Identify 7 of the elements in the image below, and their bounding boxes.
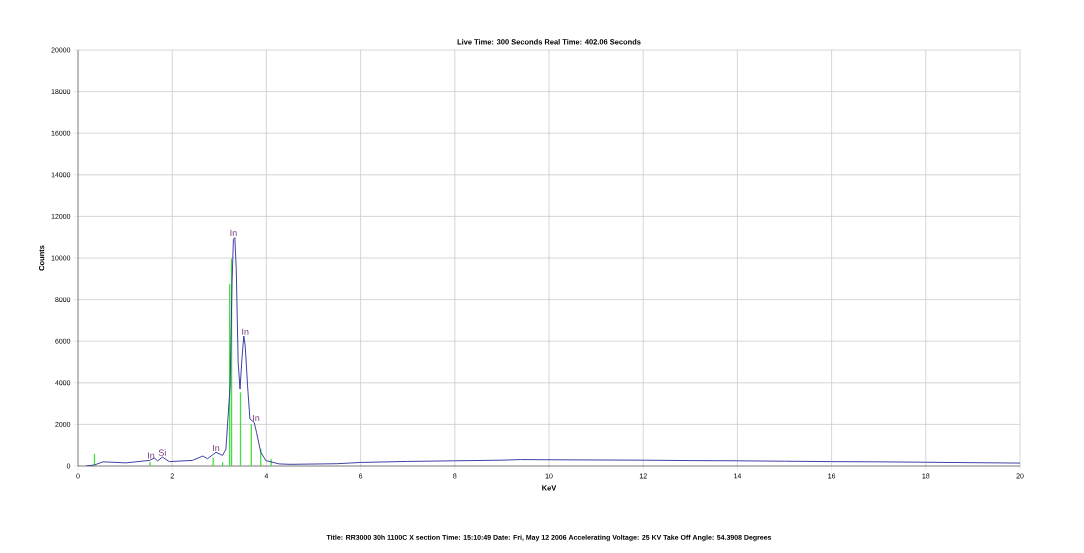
line-series — [85, 237, 1021, 466]
annotation: In — [230, 229, 237, 236]
annotation: In — [148, 452, 155, 459]
annotation: In — [253, 414, 260, 422]
annotation: In — [213, 444, 220, 452]
annotation: Si — [158, 449, 166, 456]
annotation: In — [242, 328, 249, 335]
